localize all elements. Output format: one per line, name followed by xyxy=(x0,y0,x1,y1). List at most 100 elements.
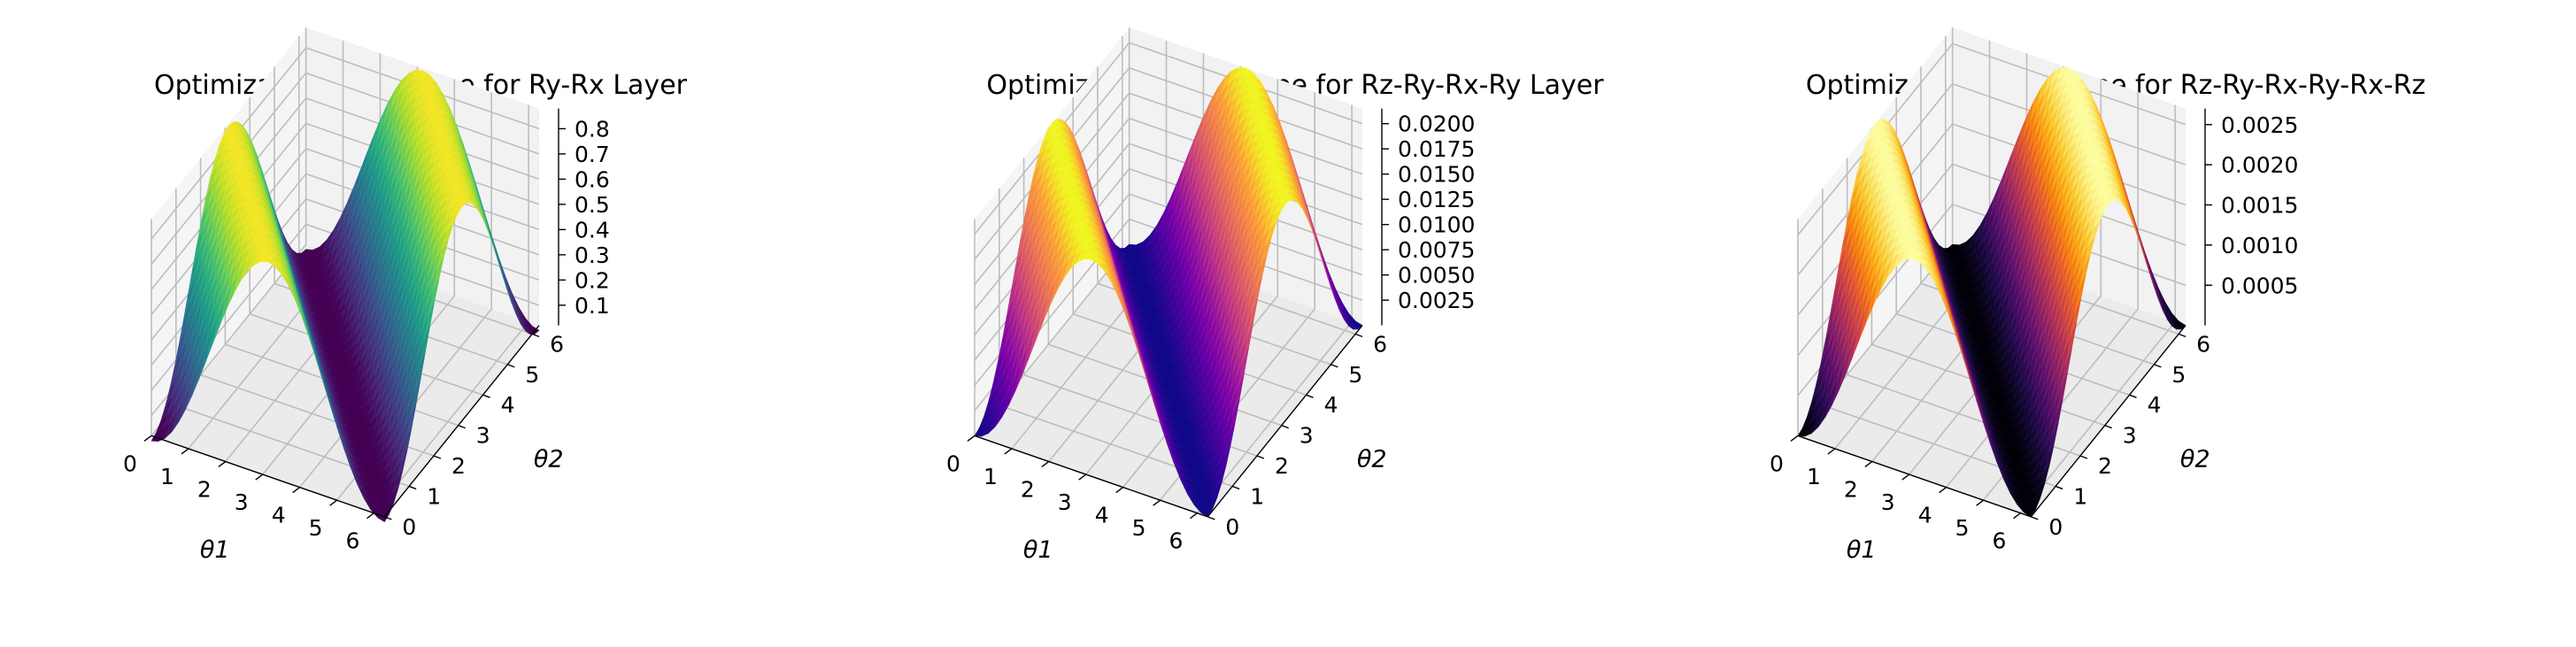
x-axis-line xyxy=(150,435,385,518)
y-tick-mark xyxy=(1330,364,1338,368)
z-tick-label: 0.0100 xyxy=(1398,212,1475,238)
x-tick-label: 3 xyxy=(1881,489,1895,515)
z-tick-label: 0.3 xyxy=(575,243,610,268)
y-tick-label: 4 xyxy=(1324,392,1338,418)
x-axis-label: θ1 xyxy=(1023,536,1053,564)
y-tick-label: 0 xyxy=(1225,514,1239,540)
y-tick-label: 5 xyxy=(2171,362,2186,388)
y-tick-mark xyxy=(531,333,540,338)
y-tick-mark xyxy=(408,485,417,490)
x-tick-mark xyxy=(1976,499,1984,506)
y-tick-label: 6 xyxy=(2196,331,2210,357)
x-tick-mark xyxy=(255,474,264,481)
x-tick-mark xyxy=(1004,448,1013,455)
y-axis-line xyxy=(1207,325,1363,518)
y-tick-labels: 0 1 2 3 4 5 6 xyxy=(2048,331,2210,539)
y-tick-label: 1 xyxy=(427,483,441,509)
grid-line xyxy=(1097,66,1331,366)
x-tick-mark xyxy=(1078,474,1087,481)
x-tick-mark xyxy=(1864,460,1873,468)
x-tick-mark xyxy=(181,448,189,455)
y-tick-mark xyxy=(1354,333,1363,338)
x-tick-label: 4 xyxy=(1095,503,1109,528)
y-tick-label: 3 xyxy=(1300,423,1314,449)
y-tick-labels: 0 1 2 3 4 5 6 xyxy=(402,331,564,539)
y-tick-mark xyxy=(1281,424,1289,429)
y-axis-label: θ2 xyxy=(2180,446,2210,474)
surface-mesh xyxy=(150,69,540,522)
z-tick-label: 0.7 xyxy=(575,142,610,167)
x-tick-mark xyxy=(292,487,301,494)
subplot-rz-ry-rx-ry-rx-rz: Optimization Landscape for Rz-Ry-Rx-Ry-R… xyxy=(1770,27,2426,564)
z-tick-labels: 0.1 0.2 0.3 0.4 0.5 0.6 0.7 0.8 xyxy=(575,116,610,318)
x-tick-label: 0 xyxy=(946,451,960,476)
grid-line xyxy=(974,42,1363,235)
axes-lines xyxy=(967,108,1389,520)
x-axis-line xyxy=(974,435,1208,518)
y-tick-mark xyxy=(458,424,466,429)
z-tick-label: 0.0075 xyxy=(1398,237,1475,263)
x-tick-mark xyxy=(329,499,337,506)
y-tick-mark xyxy=(2055,485,2063,490)
axes-lines xyxy=(1790,108,2212,520)
x-tick-label: 1 xyxy=(983,464,998,489)
y-tick-mark xyxy=(433,455,442,459)
y-tick-label: 4 xyxy=(501,392,515,418)
y-tick-labels: 0 1 2 3 4 5 6 xyxy=(1225,331,1387,539)
y-tick-label: 5 xyxy=(1348,362,1362,388)
y-tick-label: 2 xyxy=(2098,453,2112,479)
x-tick-label: 6 xyxy=(346,528,360,554)
x-tick-mark xyxy=(1153,499,1161,506)
x-tick-label: 2 xyxy=(1021,476,1035,502)
x-tick-label: 0 xyxy=(123,451,137,476)
x-tick-mark xyxy=(967,435,976,442)
x-tick-label: 6 xyxy=(1993,528,2007,554)
z-tick-label: 0.6 xyxy=(575,166,610,192)
z-tick-label: 0.1 xyxy=(575,293,610,319)
y-tick-label: 6 xyxy=(550,331,564,357)
z-tick-label: 0.0010 xyxy=(2221,233,2298,258)
x-tick-mark xyxy=(1115,487,1124,494)
y-tick-mark xyxy=(1207,516,1215,520)
y-tick-label: 3 xyxy=(2123,423,2137,449)
surface-mesh xyxy=(974,66,1363,518)
y-tick-label: 4 xyxy=(2148,392,2162,418)
grid-line xyxy=(974,66,1363,260)
y-axis-label: θ2 xyxy=(1357,446,1387,474)
x-tick-label: 3 xyxy=(235,489,249,515)
y-tick-label: 0 xyxy=(402,514,416,540)
grid-line xyxy=(274,66,508,366)
x-tick-mark xyxy=(1939,487,1947,494)
y-tick-mark xyxy=(1256,455,1265,459)
axes-lines xyxy=(143,108,566,520)
x-tick-label: 2 xyxy=(1844,476,1858,502)
x-tick-labels: 0 1 2 3 4 5 6 xyxy=(1770,451,2006,553)
x-tick-mark xyxy=(366,512,374,520)
z-tick-label: 0.0175 xyxy=(1398,136,1475,162)
y-tick-mark xyxy=(482,394,490,398)
y-tick-mark xyxy=(507,364,515,368)
x-tick-mark xyxy=(143,435,152,442)
x-tick-label: 4 xyxy=(1918,503,1932,528)
z-tick-label: 0.0020 xyxy=(2221,152,2298,178)
y-tick-mark xyxy=(384,516,392,520)
z-tick-label: 0.0025 xyxy=(1398,288,1475,313)
y-tick-label: 1 xyxy=(2073,483,2087,509)
y-tick-mark xyxy=(2154,364,2162,368)
x-axis-label: θ1 xyxy=(200,536,230,564)
x-tick-labels: 0 1 2 3 4 5 6 xyxy=(946,451,1183,553)
z-tick-label: 0.8 xyxy=(575,116,610,142)
z-tick-label: 0.0015 xyxy=(2221,193,2298,219)
grid-line xyxy=(1920,66,2155,366)
y-tick-label: 6 xyxy=(1373,331,1387,357)
grid-line xyxy=(150,47,540,240)
grid-line xyxy=(150,27,307,436)
y-tick-label: 5 xyxy=(525,362,539,388)
z-tick-labels: 0.0005 0.0010 0.0015 0.0020 0.0025 xyxy=(2221,112,2298,298)
x-tick-labels: 0 1 2 3 4 5 6 xyxy=(123,451,359,553)
x-tick-label: 3 xyxy=(1058,489,1072,515)
x-tick-label: 4 xyxy=(272,503,286,528)
x-tick-mark xyxy=(1901,474,1910,481)
x-tick-label: 2 xyxy=(197,476,212,502)
